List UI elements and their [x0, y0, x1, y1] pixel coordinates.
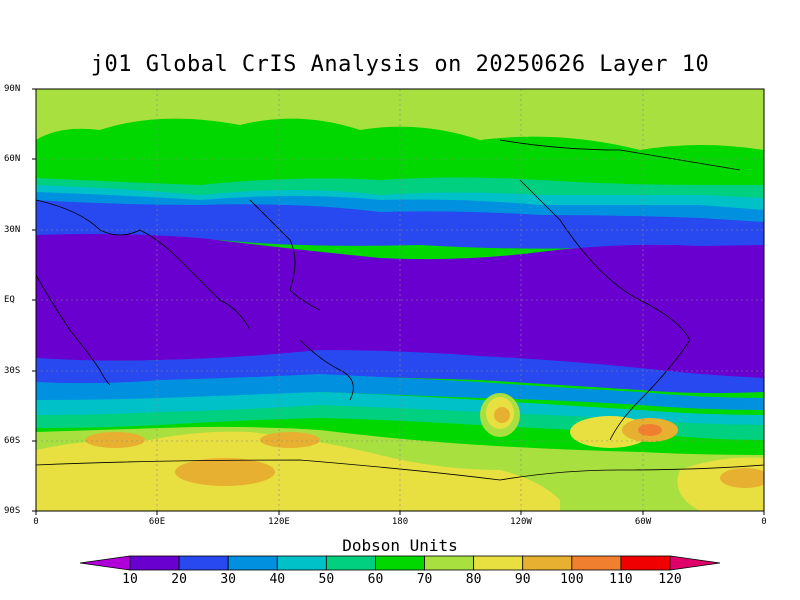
lat-label-60s: 60S: [4, 436, 21, 446]
colorbar-tick-label: 20: [171, 572, 187, 587]
coast-africa-east: [36, 274, 111, 386]
colorbar-tick-label: 40: [269, 572, 286, 587]
field-patch-orange-4: [260, 432, 320, 448]
colorbar-arrow-low: [79, 555, 131, 571]
colorbar-segment: [571, 555, 622, 571]
colorbar-tick-label: 30: [220, 572, 236, 587]
colorbar-segment: [227, 555, 278, 571]
lat-label-30s: 30S: [4, 366, 21, 376]
lat-label-90n: 90N: [4, 84, 21, 94]
colorbar-tick-label: 70: [416, 572, 433, 587]
colorbar-segment: [424, 555, 475, 571]
colorbar-tick-label: 110: [609, 572, 633, 587]
lon-label-60w: 60W: [634, 517, 652, 527]
lon-label-120w: 120W: [510, 517, 532, 527]
colorbar-segment: [325, 555, 376, 571]
lat-label-90s: 90S: [4, 506, 21, 516]
coast-antarctica: [36, 459, 764, 481]
field-patch-orange-6: [85, 432, 145, 448]
field-patch-red-1: [638, 424, 662, 436]
colorbar-segment: [178, 555, 229, 571]
coast-americas: [519, 179, 691, 441]
lon-label-0: 0: [33, 517, 39, 527]
colorbar-arrow-high: [669, 555, 721, 571]
lat-label-eq: EQ: [4, 295, 15, 305]
colorbar-segment: [375, 555, 425, 571]
coast-australia: [299, 339, 354, 401]
colorbar-segment: [129, 555, 180, 571]
colorbar-title: Dobson Units: [342, 536, 458, 555]
lon-label-60e: 60E: [148, 517, 166, 527]
tick-marks: [32, 88, 765, 515]
colorbar-segment: [473, 555, 524, 571]
lon-label-120e: 120E: [268, 517, 290, 527]
colorbar-segment: [620, 555, 671, 571]
field-north-green: [36, 120, 764, 198]
field-south-blue: [36, 350, 764, 394]
colorbar-segment: [276, 555, 327, 571]
colorbar-tick-label: 90: [514, 572, 531, 587]
field-patch-orange-5: [720, 468, 764, 488]
field-south-yellow: [36, 431, 560, 511]
field-patch-orange-3: [175, 458, 275, 486]
map-title: j01 Global CrIS Analysis on 20250626 Lay…: [90, 52, 710, 77]
lon-label-180: 180: [391, 517, 409, 527]
coast-north-america: [499, 139, 741, 171]
lat-label-30n: 30N: [4, 225, 21, 235]
field-south-skyblue: [36, 374, 764, 410]
colorbar: [79, 555, 721, 571]
lat-label-60n: 60N: [4, 154, 21, 164]
lon-label-360: 0: [761, 517, 767, 527]
gridlines: [36, 89, 764, 511]
colorbar-tick-label: 120: [658, 572, 682, 587]
colorbar-tick-label: 80: [465, 572, 482, 587]
colorbar-tick-label: 100: [560, 572, 584, 587]
colorbar-tick-label: 10: [122, 572, 138, 587]
colorbar-tick-label: 60: [367, 572, 384, 587]
colorbar-tick-label: 50: [318, 572, 335, 587]
field-patch-orange-2: [494, 407, 510, 423]
coast-africa-asia: [36, 199, 251, 331]
colorbar-segment: [522, 555, 573, 571]
